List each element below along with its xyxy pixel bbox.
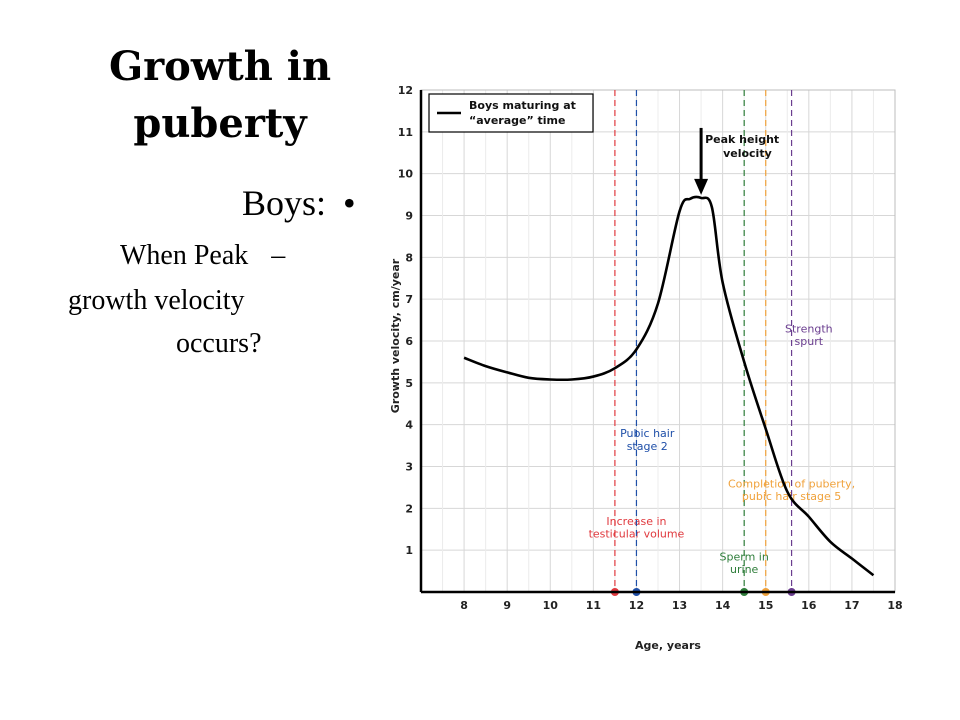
sub-bullet-line-3: occurs?: [176, 328, 262, 359]
x-tick-label: 13: [672, 599, 687, 612]
x-tick-label: 9: [503, 599, 511, 612]
x-tick-label: 10: [543, 599, 559, 612]
x-tick-label: 17: [844, 599, 859, 612]
y-tick-label: 5: [405, 377, 413, 390]
y-tick-label: 2: [405, 502, 413, 515]
marker-label: stage 2: [627, 440, 668, 453]
y-tick-label: 1: [405, 544, 413, 557]
x-tick-label: 18: [887, 599, 902, 612]
bullet-boys-label: Boys:: [242, 183, 327, 223]
marker-label: pubic hair stage 5: [742, 490, 841, 503]
title-line-1: Growth in: [108, 43, 332, 90]
legend-entry: Boys maturing at: [469, 99, 576, 112]
slide-title: Growth in puberty: [95, 38, 345, 152]
x-tick-label: 16: [801, 599, 817, 612]
y-tick-label: 12: [398, 84, 413, 97]
y-tick-label: 9: [405, 210, 413, 223]
series-line: [463, 195, 875, 577]
peak-arrow-head: [694, 178, 709, 195]
y-tick-label: 3: [405, 461, 413, 474]
sub-bullet-line-2: growth velocity: [68, 285, 245, 316]
y-tick-label: 8: [405, 251, 413, 264]
y-tick-label: 7: [405, 293, 413, 306]
chart-legend: Boys maturing at “average” time: [428, 93, 594, 133]
chart-series: [463, 195, 875, 577]
marker-label: urine: [730, 563, 759, 576]
sub-bullet-text-1: When Peak: [120, 240, 249, 271]
bullet-boys: Boys: •: [242, 182, 356, 224]
peak-label: velocity: [723, 147, 772, 160]
y-tick-label: 4: [405, 419, 413, 432]
legend-entry: “average” time: [469, 114, 565, 127]
y-tick-label: 6: [405, 335, 413, 348]
peak-label: Peak height: [705, 133, 779, 146]
y-tick-label: 11: [398, 126, 413, 139]
marker-label: Sperm in: [720, 551, 769, 564]
marker-label: Strength: [785, 323, 833, 336]
x-tick-label: 15: [758, 599, 773, 612]
title-line-2: puberty: [133, 100, 307, 147]
bullet-symbol: •: [343, 183, 356, 223]
marker-label: spurt: [795, 335, 824, 348]
sub-bullet-line-1: When Peak –: [120, 240, 285, 272]
sub-bullet-dash: –: [271, 240, 286, 271]
x-tick-label: 11: [586, 599, 601, 612]
y-axis-title: Growth velocity, cm/year: [389, 258, 402, 413]
marker-label: Pubic hair: [620, 427, 675, 440]
x-axis-title: Age, years: [635, 639, 701, 652]
x-tick-label: 12: [629, 599, 644, 612]
x-tick-label: 14: [715, 599, 731, 612]
y-tick-label: 10: [398, 168, 414, 181]
x-tick-label: 8: [460, 599, 468, 612]
